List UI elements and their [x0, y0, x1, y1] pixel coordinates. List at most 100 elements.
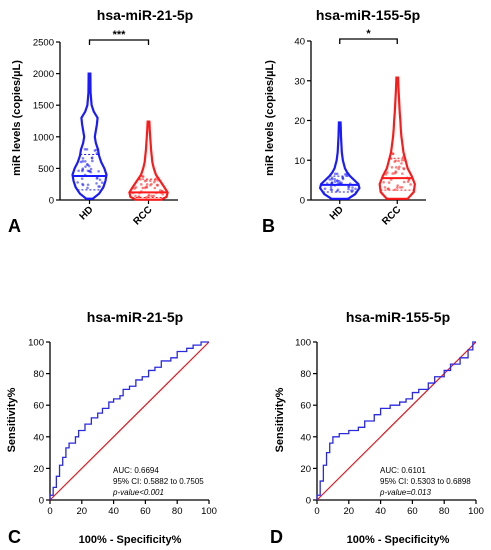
panel-a-data-point: [83, 160, 87, 163]
panel-a-data-point: [89, 167, 93, 171]
panel-b-data-point: [383, 186, 387, 189]
panel-a-data-point: [81, 182, 84, 186]
panel-a-data-point: [85, 148, 89, 151]
panel-a-data-point: [90, 156, 94, 160]
panel-d-y-tick-label: 100: [295, 338, 311, 349]
panel-a-data-point: [145, 183, 149, 186]
panel-b-data-point: [330, 176, 334, 180]
panel-a-data-point: [152, 194, 156, 198]
panel-b-y-tick-label: 0: [300, 196, 305, 207]
panel-c-x-tick-label: 40: [108, 506, 119, 517]
panel-a-x-tick-label: RCC: [132, 204, 155, 227]
panel-b-data-point: [394, 171, 398, 174]
panel-a-data-point: [80, 177, 84, 180]
panel-d-x-tick-label: 100: [468, 506, 484, 517]
panel-b-y-tick-label: 20: [294, 116, 305, 127]
panel-a-data-point: [149, 179, 152, 182]
panel-b-data-point: [351, 189, 355, 192]
panel-b-data-point: [354, 187, 357, 191]
panel-c-y-tick-label: 80: [33, 369, 44, 380]
panel-d-p-value: p-value=0.013: [379, 488, 431, 497]
panel-a-significance-label: ***: [113, 29, 127, 41]
panel-d-y-tick-label: 80: [300, 369, 311, 380]
panel-a-data-point: [93, 149, 97, 152]
panel-a-data-point: [145, 186, 149, 189]
panel-b-data-point: [386, 171, 389, 174]
panel-c-x-tick-label: 80: [172, 506, 183, 517]
panel-b-data-point: [323, 187, 327, 190]
panel-b-data-point: [335, 179, 339, 182]
panel-c-title: hsa-miR-21-5p: [87, 309, 183, 325]
panel-a-data-point: [86, 183, 90, 187]
panel-d-letter: D: [270, 527, 283, 547]
panel-d-x-tick-label: 80: [439, 506, 450, 517]
panel-a-y-tick-label: 0: [49, 196, 54, 207]
panel-c-ci: 95% CI: 0.5882 to 0.7505: [113, 477, 204, 486]
panel-b-y-tick-label: 30: [294, 76, 305, 87]
panel-c-letter: C: [8, 527, 21, 547]
panel-b-letter: B: [262, 216, 275, 236]
panel-b-data-point: [395, 186, 399, 189]
panel-d-x-tick-label: 20: [344, 506, 355, 517]
panel-d: hsa-miR-155-5p Sensitivity% 100% - Speci…: [270, 309, 484, 547]
panel-a: hsa-miR-21-5p miR levels (copies/µL) A 0…: [8, 7, 193, 236]
panel-d-title: hsa-miR-155-5p: [346, 309, 450, 325]
panel-a-y-tick-label: 1000: [33, 132, 54, 143]
panel-c-y-tick-label: 100: [28, 338, 44, 349]
panel-b-data-point: [402, 167, 406, 171]
panel-c-y-tick-label: 20: [33, 464, 44, 475]
panel-c-reference-line: [49, 341, 210, 501]
panel-b-data-point: [400, 162, 403, 165]
panel-d-x-tick-label: 0: [314, 506, 319, 517]
panel-a-data-point: [81, 157, 85, 160]
panel-a-data-point: [86, 169, 90, 173]
panel-b-data-point: [387, 181, 391, 184]
panel-b-data-point: [387, 187, 390, 191]
panel-d-x-label: 100% - Specificity%: [347, 534, 450, 546]
panel-a-data-point: [83, 147, 87, 151]
panel-b-data-point: [382, 180, 385, 184]
panel-a-data-point: [98, 185, 102, 188]
panel-a-data-point: [147, 194, 150, 198]
panel-b-data-point: [409, 183, 412, 186]
panel-c-y-tick-label: 0: [39, 496, 44, 507]
panel-b: hsa-miR-155-5p miR levels (copies/µL) B …: [262, 7, 426, 236]
panel-a-data-point: [98, 178, 102, 182]
panel-a-data-point: [156, 184, 160, 187]
panel-c-y-label: Sensitivity%: [6, 387, 18, 452]
panel-a-data-point: [81, 168, 84, 172]
panel-b-data-point: [402, 158, 406, 162]
panel-c-roc-curve: [49, 341, 209, 500]
panel-b-title: hsa-miR-155-5p: [316, 7, 420, 23]
panel-a-data-point: [150, 182, 153, 186]
panel-b-significance-bracket: [339, 38, 398, 44]
panel-a-y-tick-label: 2500: [33, 38, 54, 49]
panel-a-data-point: [161, 192, 164, 196]
panel-a-letter: A: [8, 216, 21, 236]
panel-d-x-tick-label: 60: [407, 506, 418, 517]
panel-b-data-point: [407, 178, 411, 182]
panel-a-data-point: [86, 186, 89, 190]
panel-b-violin-rcc: [378, 76, 416, 200]
panel-a-y-tick-label: 2000: [33, 69, 54, 80]
panel-d-ci: 95% CI: 0.5303 to 0.6898: [380, 477, 471, 486]
panel-b-data-point: [341, 176, 344, 180]
panel-a-data-point: [141, 186, 145, 190]
panel-d-y-tick-label: 20: [300, 464, 311, 475]
panel-a-data-point: [77, 169, 80, 173]
panel-a-data-point: [133, 187, 136, 190]
panel-c-x-label: 100% - Specificity%: [79, 534, 182, 546]
panel-b-data-point: [338, 180, 341, 183]
panel-b-data-point: [401, 172, 404, 175]
panel-a-data-point: [158, 189, 162, 192]
panel-a-data-point: [153, 186, 157, 190]
panel-b-data-point: [335, 172, 339, 176]
panel-a-data-point: [141, 175, 145, 178]
panel-a-data-point: [95, 177, 99, 180]
panel-a-data-point: [139, 183, 143, 186]
panel-c-x-tick-label: 100: [201, 506, 217, 517]
panel-b-data-point: [398, 186, 402, 189]
panel-b-data-point: [328, 178, 332, 181]
panel-a-data-point: [95, 182, 98, 185]
